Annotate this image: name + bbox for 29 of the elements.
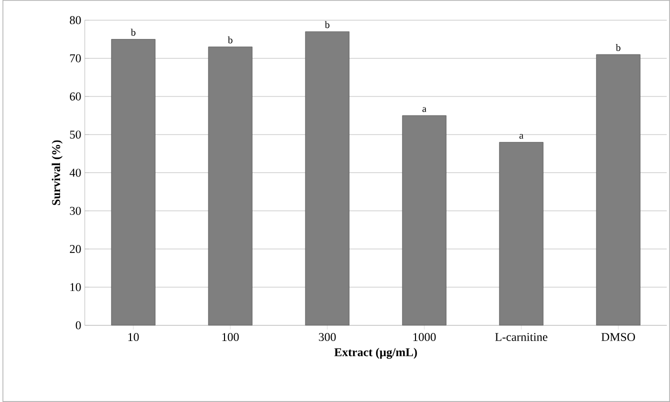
x-tick-label: 100: [222, 333, 239, 342]
y-tick-label: 80: [70, 16, 81, 24]
x-tick-label: 10: [128, 333, 139, 342]
bar: [402, 115, 446, 326]
y-tick-label: 20: [70, 244, 81, 254]
y-tick-label: 30: [70, 206, 81, 215]
y-tick-label: 60: [70, 92, 81, 100]
bar: [499, 142, 544, 326]
bar: [111, 39, 156, 326]
annotation: b: [324, 21, 330, 28]
annotation: b: [130, 28, 136, 36]
x-axis-title: Extract (µg/mL): [334, 348, 417, 359]
x-tick-label: 300: [318, 333, 336, 342]
y-tick-label: 40: [70, 168, 81, 177]
y-tick-label: 70: [70, 54, 81, 62]
y-axis-title: Survival (%): [52, 140, 63, 206]
x-tick-label: 1000: [413, 333, 436, 342]
y-tick-label: 0: [76, 321, 81, 330]
annotation: a: [519, 134, 524, 139]
y-tick-label: 50: [70, 130, 81, 139]
bar: [305, 31, 350, 326]
bar: [208, 46, 252, 326]
x-tick-label: L-carnitine: [495, 333, 548, 342]
x-tick-label: DMSO: [601, 333, 635, 342]
annotation: b: [616, 44, 620, 52]
annotation: b: [228, 36, 232, 44]
y-tick-label: 10: [70, 283, 81, 292]
bar: [596, 54, 640, 326]
annotation: a: [422, 107, 426, 112]
